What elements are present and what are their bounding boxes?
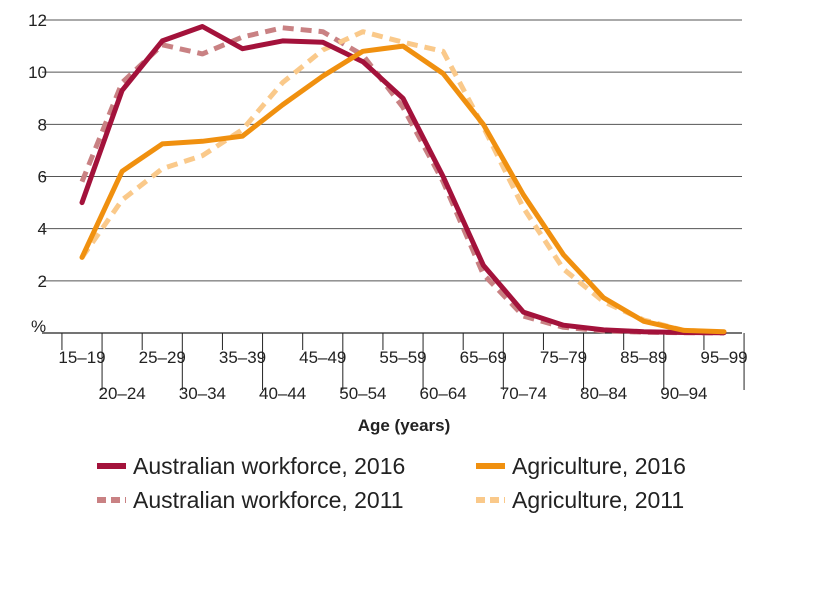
- x-tick-label: 50–54: [339, 384, 386, 403]
- series-line-2: [79, 25, 725, 336]
- y-tick-label: 2: [38, 272, 47, 291]
- x-tick-label: 60–64: [419, 384, 466, 403]
- x-tick-label: 45–49: [299, 348, 346, 367]
- x-tick-label: 25–29: [139, 348, 186, 367]
- x-tick-label: 55–59: [379, 348, 426, 367]
- legend-label: Agriculture, 2016: [512, 453, 686, 479]
- y-tick-label: 12: [28, 11, 47, 30]
- series-line-0: [79, 24, 727, 336]
- series-lines: [79, 24, 727, 336]
- x-tick-label: 20–24: [98, 384, 145, 403]
- x-tick-label: 85–89: [620, 348, 667, 367]
- x-axis-title: Age (years): [358, 416, 451, 435]
- x-axis: 15–19 20–24 25–29 30–34 35–39 40–44 45–49 50–54…: [58, 333, 748, 403]
- x-tick-label: 90–94: [660, 384, 707, 403]
- series-line-1: [79, 43, 727, 335]
- legend: Australian workforce, 2016 Agriculture, 2…: [97, 453, 686, 513]
- x-tick-label: 30–34: [179, 384, 226, 403]
- series-line-3: [79, 29, 725, 335]
- y-axis-unit-label: %: [31, 317, 46, 336]
- y-tick-label: 10: [28, 63, 47, 82]
- x-tick-label: 35–39: [219, 348, 266, 367]
- x-tick-label: 70–74: [500, 384, 547, 403]
- y-tick-label: 4: [38, 220, 47, 239]
- x-tick-label: 40–44: [259, 384, 306, 403]
- gridlines: [42, 19, 742, 334]
- y-axis-tick-labels: 2 4 6 8 10 12: [28, 11, 47, 291]
- y-tick-label: 8: [38, 115, 47, 134]
- x-tick-label: 15–19: [58, 348, 105, 367]
- legend-label: Agriculture, 2011: [512, 487, 684, 513]
- y-tick-label: 6: [38, 168, 47, 187]
- legend-label: Australian workforce, 2016: [133, 453, 405, 479]
- x-tick-label: 75–79: [540, 348, 587, 367]
- x-tick-label: 65–69: [460, 348, 507, 367]
- x-tick-label: 80–84: [580, 384, 627, 403]
- x-tick-label: 95–99: [700, 348, 747, 367]
- legend-label: Australian workforce, 2011: [133, 487, 404, 513]
